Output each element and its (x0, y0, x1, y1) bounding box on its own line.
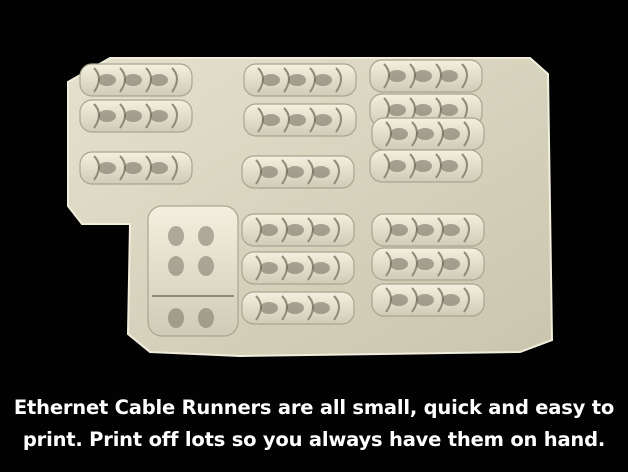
runner-piece (369, 149, 483, 183)
runner-group-vertical (147, 205, 239, 337)
runner-piece (79, 151, 193, 185)
runner-piece (371, 117, 485, 151)
runner-piece (79, 99, 193, 133)
runner-piece (79, 63, 193, 97)
runner-piece (241, 291, 355, 325)
runner-group-left (79, 63, 193, 185)
runner-piece (241, 251, 355, 285)
runner-piece (371, 247, 485, 281)
cable-runners-photo (67, 57, 554, 358)
photo-caption: Ethernet Cable Runners are all small, qu… (0, 392, 628, 456)
runner-piece (369, 59, 483, 93)
runner-piece (371, 283, 485, 317)
runner-piece (243, 103, 357, 137)
runner-piece (241, 213, 355, 247)
runner-piece (243, 63, 357, 97)
runner-piece (371, 213, 485, 247)
runner-piece (241, 155, 355, 189)
caption-line-1: Ethernet Cable Runners are all small, qu… (13, 396, 615, 419)
caption-line-2: print. Print off lots so you always have… (22, 428, 606, 451)
